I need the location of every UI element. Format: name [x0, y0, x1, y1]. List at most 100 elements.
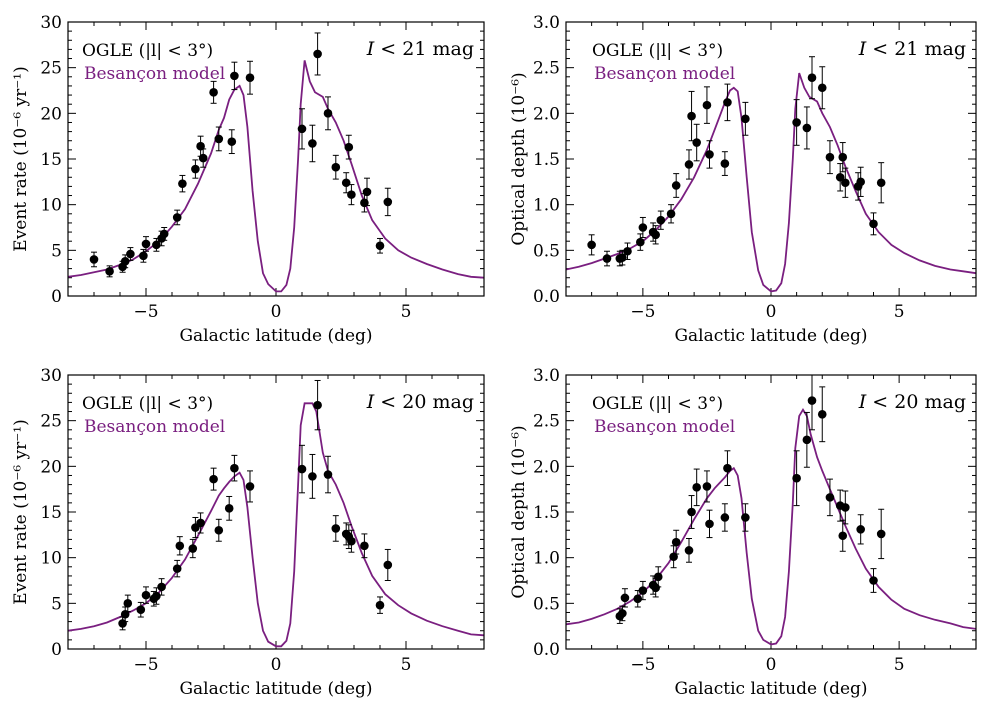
data-marker [196, 141, 205, 151]
y-tick-label: 2.0 [533, 104, 560, 124]
data-point [209, 80, 218, 104]
data-point [308, 453, 317, 499]
data-marker [807, 396, 817, 405]
data-point [723, 83, 732, 122]
model-curve [68, 60, 484, 293]
data-point [120, 254, 130, 269]
data-marker [198, 153, 208, 163]
data-marker [152, 591, 161, 601]
data-marker [653, 572, 663, 582]
data-point [807, 56, 817, 100]
data-marker [136, 605, 146, 615]
data-point [825, 478, 835, 517]
data-point [308, 124, 317, 163]
data-point [618, 605, 627, 622]
data-marker [347, 536, 356, 546]
data-point [741, 101, 750, 136]
data-marker [152, 240, 161, 250]
data-point [297, 444, 307, 494]
data-marker [175, 541, 185, 551]
data-marker [245, 482, 255, 491]
data-point [347, 529, 356, 553]
data-point [636, 233, 645, 251]
data-marker [869, 576, 878, 585]
data-point [313, 32, 322, 76]
data-point [802, 411, 812, 468]
data-point [224, 495, 234, 521]
data-point [172, 559, 182, 578]
data-point [383, 548, 393, 581]
data-marker [157, 582, 166, 592]
data-marker [636, 237, 645, 247]
y-tick-label: 3.0 [533, 13, 560, 33]
data-marker [792, 473, 801, 483]
data-marker [227, 137, 237, 146]
data-point [835, 163, 845, 192]
y-tick-label: 0.5 [533, 594, 560, 614]
y-tick-label: 3.0 [533, 366, 560, 386]
data-point [869, 568, 878, 593]
data-point [331, 515, 341, 542]
data-marker [723, 463, 732, 473]
data-marker [838, 531, 848, 541]
data-marker [141, 590, 151, 600]
data-point [817, 386, 827, 443]
data-point [841, 167, 850, 198]
data-point [196, 135, 205, 157]
data-point [245, 60, 255, 95]
data-marker [623, 246, 632, 256]
x-tick-label: 5 [894, 655, 905, 675]
y-axis-label: Event rate (10⁻⁶ yr⁻¹) [11, 419, 31, 604]
data-marker [723, 98, 732, 107]
y-tick-label: 25 [40, 412, 62, 432]
legend-model: Besançon model [84, 64, 225, 84]
data-marker [331, 162, 341, 172]
y-axis-label: Optical depth (10⁻⁶) [509, 72, 529, 245]
data-marker [224, 504, 234, 513]
data-marker [720, 159, 730, 168]
legend-ogle: OGLE (|l| < 3°) [82, 41, 213, 61]
data-point [623, 242, 632, 260]
data-point [856, 166, 865, 197]
data-marker [841, 178, 850, 188]
magnitude-annotation: I < 20 mag [366, 391, 474, 413]
data-point [105, 265, 114, 278]
data-point [671, 173, 681, 198]
data-point [792, 450, 801, 507]
data-marker [702, 100, 712, 110]
plot-frame [565, 374, 977, 650]
data-point [297, 108, 307, 150]
data-point [807, 375, 817, 431]
data-marker [308, 472, 317, 481]
data-point [188, 538, 198, 559]
data-point [835, 489, 845, 522]
data-point [178, 174, 187, 193]
data-marker [856, 177, 865, 187]
data-marker [638, 223, 648, 232]
data-marker [618, 609, 627, 618]
data-point [375, 596, 385, 614]
data-point [89, 251, 99, 268]
magnitude-annotation: I < 21 mag [366, 38, 474, 60]
plot-frame [67, 21, 485, 297]
data-point [331, 154, 341, 180]
y-axis-label: Event rate (10⁻⁶ yr⁻¹) [11, 66, 31, 251]
data-point [702, 86, 712, 124]
data-marker [126, 249, 135, 259]
y-tick-label: 5 [51, 594, 62, 614]
data-point [141, 586, 151, 604]
data-marker [341, 178, 351, 188]
data-point [227, 129, 237, 155]
data-point [172, 209, 182, 226]
data-point [620, 588, 630, 608]
data-marker [876, 529, 886, 539]
data-point [684, 149, 694, 180]
x-axis-label: Galactic latitude (deg) [179, 679, 372, 699]
data-marker [817, 83, 827, 93]
data-marker [308, 139, 317, 148]
x-tick-label: −5 [133, 302, 158, 322]
data-point [245, 470, 255, 503]
data-marker [587, 240, 596, 250]
y-tick-label: 10 [40, 196, 62, 216]
data-marker [792, 118, 801, 127]
